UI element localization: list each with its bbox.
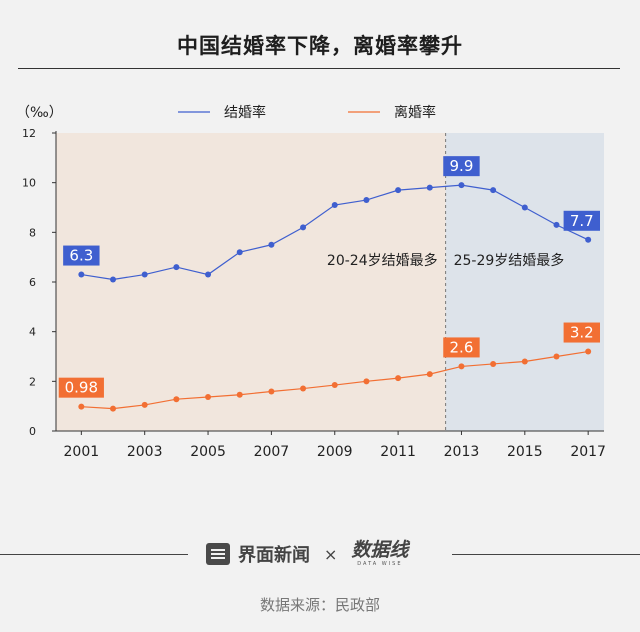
data-point [141, 401, 148, 408]
data-point [553, 353, 560, 360]
region-label-1: 20-24岁结婚最多 [327, 252, 438, 269]
x-tick-label: 2007 [254, 444, 290, 460]
data-point [173, 396, 180, 403]
data-point [110, 276, 117, 283]
footer-branding: 界面新闻 × 数据线 DATA WISE [206, 540, 408, 568]
partner-subtitle: DATA WISE [357, 561, 403, 567]
line-chart: 0 2 4 6 8 10 12 （‰） 2001 2003 2005 2007 2009 2011 2013… [16, 104, 606, 460]
data-point [110, 405, 117, 412]
x-tick-label: 2015 [507, 444, 543, 460]
brand-separator: × [324, 544, 338, 564]
data-label: 6.3 [69, 247, 93, 265]
data-point [300, 224, 307, 231]
y-tick-label: 4 [29, 326, 36, 339]
x-tick-label: 2013 [444, 444, 480, 460]
x-tick-label: 2001 [64, 444, 100, 460]
data-point [268, 388, 275, 395]
region-label-2: 25-29岁结婚最多 [454, 252, 565, 269]
data-point [205, 271, 212, 278]
data-point [363, 378, 370, 385]
data-point [78, 271, 85, 278]
y-tick-label: 2 [29, 375, 36, 388]
partner-logo: 数据线 DATA WISE [351, 541, 408, 567]
y-tick-label: 6 [29, 276, 36, 289]
y-tick-label: 8 [29, 226, 36, 239]
y-axis-unit: （‰） [16, 105, 63, 121]
data-point [585, 348, 592, 355]
data-label-box [58, 377, 104, 398]
data-point [236, 249, 243, 256]
brand-name: 界面新闻 [238, 545, 310, 566]
data-point [426, 371, 433, 378]
data-point [521, 358, 528, 365]
chart-title: 中国结婚率下降，离婚率攀升 [177, 34, 463, 58]
data-label: 7.7 [570, 212, 594, 230]
x-tick-label: 2003 [127, 444, 163, 460]
data-point [490, 187, 497, 194]
data-label: 0.98 [65, 379, 98, 397]
data-point [458, 363, 465, 370]
y-tick-label: 0 [29, 425, 36, 438]
data-label: 2.6 [450, 338, 474, 356]
data-point [395, 187, 402, 194]
data-label: 9.9 [450, 157, 474, 175]
x-tick-label: 2005 [190, 444, 226, 460]
data-point [521, 204, 528, 211]
legend-label-2: 离婚率 [394, 104, 436, 121]
data-point [363, 197, 370, 204]
y-tick-label: 10 [22, 177, 36, 190]
jiemian-logo-icon [206, 543, 230, 565]
data-point [205, 393, 212, 400]
data-label-box [63, 245, 100, 266]
footer-divider-left [0, 554, 188, 555]
data-point [490, 360, 497, 367]
data-label-box [563, 322, 600, 343]
x-tick-label: 2011 [380, 444, 416, 460]
data-point [331, 202, 338, 209]
data-point [173, 264, 180, 271]
region-2 [445, 133, 604, 431]
region-1 [56, 133, 446, 431]
data-point [331, 382, 338, 389]
data-point [300, 385, 307, 392]
data-point [553, 221, 560, 228]
y-tick-label: 12 [22, 127, 36, 140]
title-divider [18, 68, 620, 69]
data-point [78, 403, 85, 410]
data-point [426, 184, 433, 191]
data-point [395, 375, 402, 382]
x-tick-label: 2009 [317, 444, 353, 460]
partner-name: 数据线 [351, 539, 409, 561]
data-label: 3.2 [570, 324, 594, 342]
data-label-box [443, 156, 480, 177]
data-point [585, 236, 592, 243]
legend-label-1: 结婚率 [224, 104, 266, 121]
data-label-box [563, 210, 600, 231]
data-label-box [443, 337, 480, 358]
footer-divider-right [452, 554, 640, 555]
x-tick-label: 2017 [570, 444, 606, 460]
data-point [458, 182, 465, 189]
data-point [141, 271, 148, 278]
data-point [268, 241, 275, 248]
data-point [236, 391, 243, 398]
data-source: 数据来源：民政部 [259, 596, 380, 614]
